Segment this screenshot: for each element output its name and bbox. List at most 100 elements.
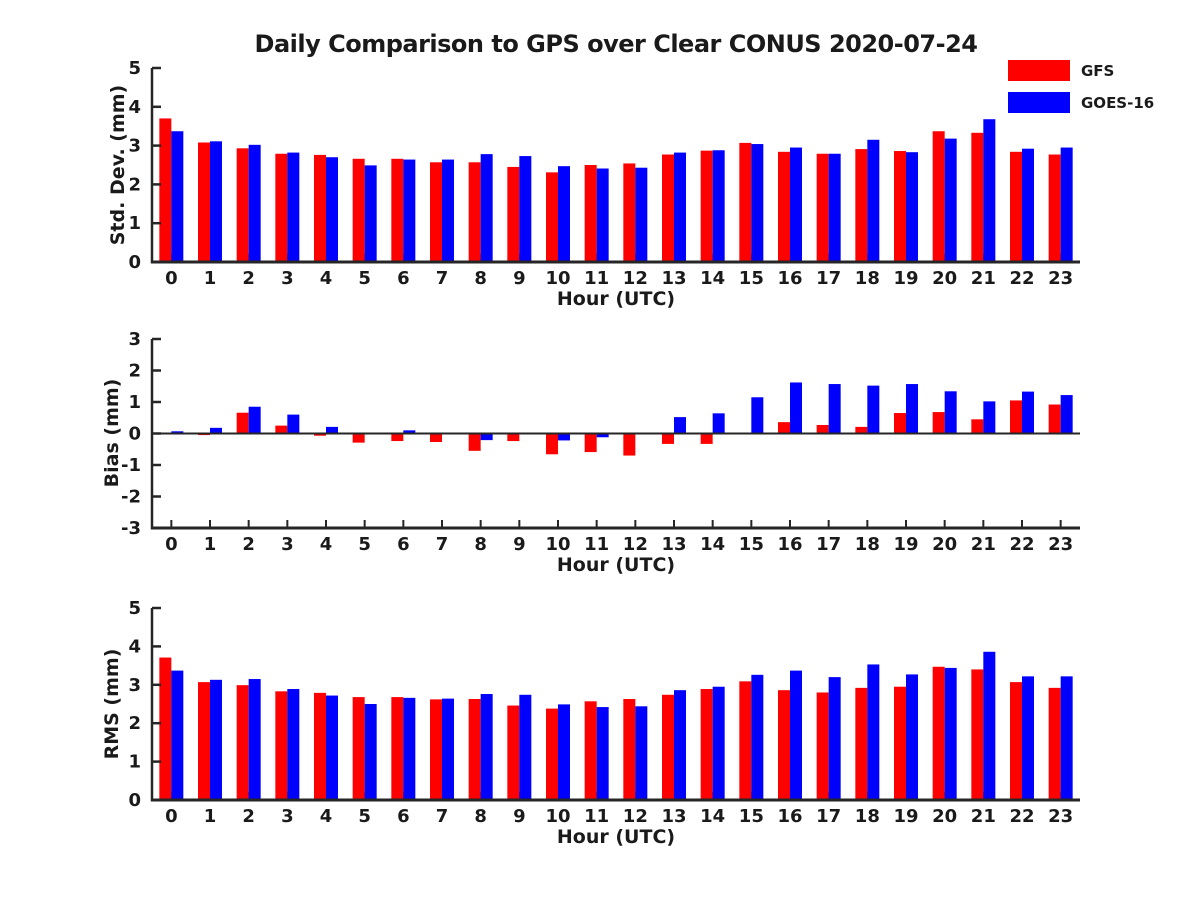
bar-goes16-h22 (1022, 148, 1034, 262)
y-tick-label: 2 (128, 174, 141, 195)
x-tick-label: 5 (358, 806, 371, 827)
x-tick-label: 5 (358, 268, 371, 289)
x-tick-label: 22 (1009, 806, 1034, 827)
y-tick-label: -1 (121, 455, 141, 476)
bar-gfs-h4 (314, 154, 326, 262)
y-tick-label: 3 (128, 329, 141, 350)
bar-gfs-h5 (352, 158, 365, 262)
y-tick-label: 5 (128, 598, 141, 619)
legend: GFS GOES-16 (1008, 60, 1154, 124)
x-tick-label: 3 (281, 806, 294, 827)
bar-gfs-h18 (855, 149, 868, 262)
bar-gfs-h14 (700, 433, 713, 444)
x-tick-label: 0 (165, 268, 178, 289)
x-tick-label: 19 (893, 806, 918, 827)
x-tick-label: 4 (320, 806, 333, 827)
bar-gfs-h9 (507, 166, 520, 262)
x-tick-label: 11 (584, 806, 609, 827)
y-tick-label: 0 (128, 424, 141, 445)
bias-x-axis-label: Hour (UTC) (556, 554, 676, 576)
x-tick-label: 14 (700, 806, 725, 827)
bar-gfs-h6 (391, 697, 404, 800)
x-tick-label: 15 (739, 806, 764, 827)
bar-gfs-h7 (430, 433, 442, 443)
bar-gfs-h22 (1010, 400, 1022, 434)
bar-gfs-h22 (1010, 682, 1022, 800)
bar-gfs-h4 (314, 692, 326, 800)
x-tick-label: 19 (893, 534, 918, 555)
x-tick-label: 0 (165, 806, 178, 827)
bar-goes16-h10 (558, 704, 570, 800)
bar-gfs-h23 (1048, 687, 1061, 800)
x-tick-label: 8 (474, 534, 487, 555)
x-tick-label: 8 (474, 268, 487, 289)
x-tick-label: 18 (855, 268, 880, 289)
bar-goes16-h18 (867, 664, 880, 800)
bar-goes16-h0 (171, 131, 184, 262)
bar-goes16-h19 (906, 152, 918, 262)
bar-goes16-h21 (983, 651, 996, 800)
x-tick-label: 7 (436, 806, 449, 827)
x-tick-label: 23 (1048, 806, 1073, 827)
bar-goes16-h11 (596, 168, 609, 262)
x-tick-label: 19 (893, 268, 918, 289)
bar-goes16-h21 (983, 119, 996, 262)
y-tick-label: 1 (128, 752, 141, 773)
x-tick-label: 16 (777, 534, 802, 555)
bar-gfs-h7 (430, 699, 442, 800)
bar-goes16-h19 (906, 674, 918, 800)
bar-gfs-h12 (623, 699, 636, 800)
x-tick-label: 20 (932, 806, 957, 827)
y-tick-label: 4 (128, 636, 141, 657)
x-tick-label: 12 (623, 534, 648, 555)
bar-goes16-h8 (480, 433, 493, 441)
bar-goes16-h11 (596, 707, 609, 800)
x-tick-label: 3 (281, 534, 294, 555)
bar-goes16-h6 (403, 159, 416, 262)
bar-gfs-h17 (816, 153, 829, 262)
x-tick-label: 4 (320, 268, 333, 289)
bar-goes16-h23 (1060, 676, 1073, 800)
y-tick-label: 0 (128, 790, 141, 811)
bar-goes16-h19 (906, 384, 918, 434)
x-tick-label: 17 (816, 534, 841, 555)
x-tick-label: 13 (661, 268, 686, 289)
bar-goes16-h14 (712, 150, 725, 262)
bar-goes16-h5 (364, 165, 377, 262)
y-tick-label: 1 (128, 392, 141, 413)
bar-gfs-h14 (700, 689, 713, 800)
bar-gfs-h8 (468, 433, 481, 451)
bar-gfs-h15 (739, 142, 752, 262)
bar-gfs-h5 (352, 697, 365, 800)
bar-goes16-h3 (287, 689, 300, 800)
y-tick-label: 2 (128, 713, 141, 734)
rms-x-axis-label: Hour (UTC) (556, 826, 676, 848)
bar-goes16-h13 (674, 690, 686, 800)
x-tick-label: 21 (971, 268, 996, 289)
bar-gfs-h21 (971, 419, 984, 434)
bar-gfs-h2 (236, 412, 249, 434)
bar-goes16-h7 (442, 159, 454, 262)
x-tick-label: 9 (513, 268, 526, 289)
bar-gfs-h10 (546, 172, 558, 262)
bar-goes16-h6 (403, 430, 416, 434)
bar-goes16-h1 (210, 141, 222, 262)
bar-gfs-h9 (507, 705, 520, 800)
bar-gfs-h0 (159, 118, 172, 262)
bar-goes16-h23 (1060, 147, 1073, 262)
x-tick-label: 23 (1048, 268, 1073, 289)
x-tick-label: 22 (1009, 534, 1034, 555)
y-tick-label: 0 (128, 252, 141, 273)
bar-goes16-h0 (171, 431, 184, 434)
bar-gfs-h4 (314, 433, 326, 436)
bar-goes16-h4 (326, 426, 338, 434)
bar-goes16-h1 (210, 427, 222, 434)
bar-gfs-h22 (1010, 151, 1022, 262)
bar-gfs-h10 (546, 433, 558, 455)
bar-goes16-h17 (828, 677, 841, 800)
x-tick-label: 9 (513, 534, 526, 555)
y-tick-label: 1 (128, 213, 141, 234)
bar-goes16-h11 (596, 433, 609, 438)
